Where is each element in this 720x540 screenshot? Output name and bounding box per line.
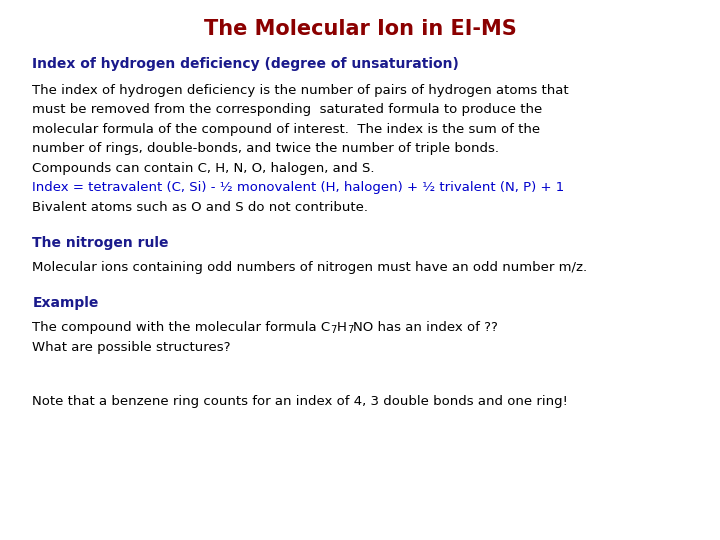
Text: The Molecular Ion in EI-MS: The Molecular Ion in EI-MS <box>204 19 516 39</box>
Text: 7: 7 <box>330 326 337 335</box>
Text: number of rings, double-bonds, and twice the number of triple bonds.: number of rings, double-bonds, and twice… <box>32 142 500 155</box>
Text: The nitrogen rule: The nitrogen rule <box>32 235 169 249</box>
Text: Example: Example <box>32 296 99 310</box>
Text: Bivalent atoms such as O and S do not contribute.: Bivalent atoms such as O and S do not co… <box>32 200 369 213</box>
Text: The compound with the molecular formula C: The compound with the molecular formula … <box>32 321 330 334</box>
Text: NO has an index of ??: NO has an index of ?? <box>353 321 498 334</box>
Text: 7: 7 <box>346 326 353 335</box>
Text: Compounds can contain C, H, N, O, halogen, and S.: Compounds can contain C, H, N, O, haloge… <box>32 161 375 174</box>
Text: Index of hydrogen deficiency (degree of unsaturation): Index of hydrogen deficiency (degree of … <box>32 57 459 71</box>
Text: must be removed from the corresponding  saturated formula to produce the: must be removed from the corresponding s… <box>32 103 543 116</box>
Text: What are possible structures?: What are possible structures? <box>32 341 231 354</box>
Text: molecular formula of the compound of interest.  The index is the sum of the: molecular formula of the compound of int… <box>32 123 541 136</box>
Text: Index = tetravalent (C, Si) - ½ monovalent (H, halogen) + ½ trivalent (N, P) + 1: Index = tetravalent (C, Si) - ½ monovale… <box>32 181 564 194</box>
Text: The index of hydrogen deficiency is the number of pairs of hydrogen atoms that: The index of hydrogen deficiency is the … <box>32 84 569 97</box>
Text: Note that a benzene ring counts for an index of 4, 3 double bonds and one ring!: Note that a benzene ring counts for an i… <box>32 395 568 408</box>
Text: H: H <box>337 321 346 334</box>
Text: Molecular ions containing odd numbers of nitrogen must have an odd number m/z.: Molecular ions containing odd numbers of… <box>32 261 588 274</box>
